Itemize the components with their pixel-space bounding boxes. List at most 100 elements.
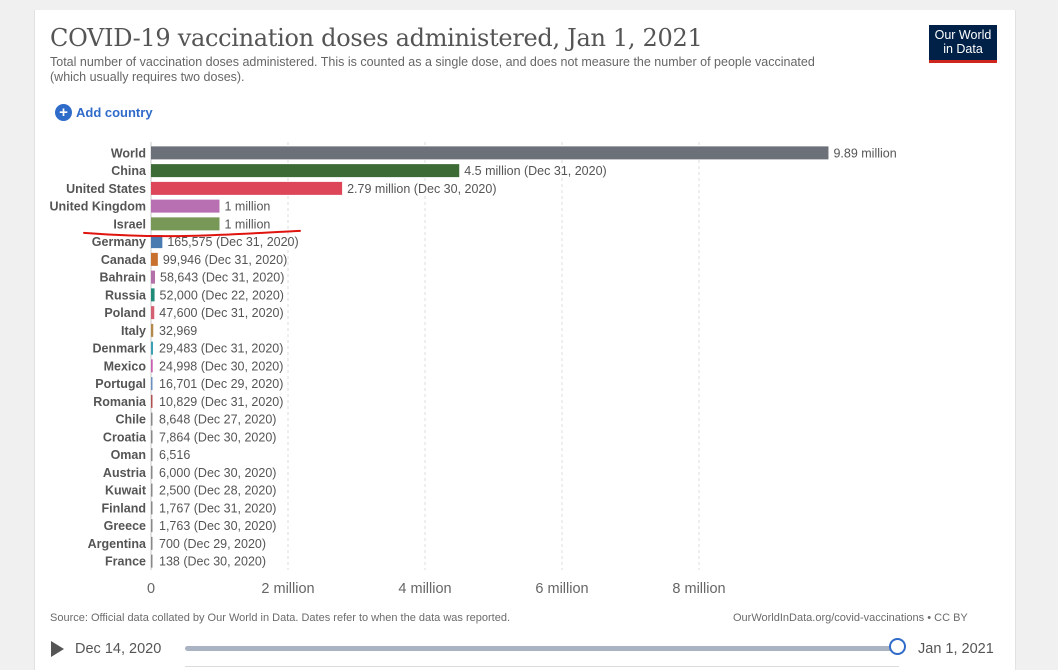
bar [151, 377, 153, 391]
owid-logo[interactable]: Our World in Data [929, 25, 997, 63]
bars: World 9.89 million China 4.5 million (Dec 3… [49, 146, 897, 569]
add-country-button[interactable]: + Add country [55, 104, 153, 121]
country-label: United States [66, 182, 146, 196]
x-tick-label: 8 million [672, 581, 725, 597]
bar [151, 270, 156, 284]
chart-title: COVID-19 vaccination doses administered,… [50, 24, 703, 52]
country-label: Kuwait [105, 484, 147, 498]
value-label: 138 (Dec 30, 2020) [159, 555, 266, 569]
bar [151, 146, 829, 160]
chart-card [34, 10, 1016, 670]
timeline-end-date[interactable]: Jan 1, 2021 [918, 641, 994, 657]
bar [151, 412, 153, 426]
country-label: Finland [102, 501, 146, 515]
value-label: 1 million [225, 200, 271, 214]
country-label: Mexico [104, 359, 147, 373]
bar [151, 164, 460, 178]
bar [151, 288, 155, 302]
value-label: 7,864 (Dec 30, 2020) [159, 430, 276, 444]
credit-link[interactable]: OurWorldInData.org/covid-vaccinations • … [733, 612, 968, 624]
annotations [83, 229, 301, 238]
x-tick-label: 2 million [261, 581, 314, 597]
bar [151, 306, 155, 320]
bar [151, 483, 153, 497]
value-label: 165,575 (Dec 31, 2020) [167, 235, 298, 249]
play-icon[interactable] [51, 641, 64, 657]
red-underline-annotation [83, 229, 301, 238]
country-label: Romania [93, 395, 147, 409]
bar [151, 235, 163, 249]
value-label: 1,763 (Dec 30, 2020) [159, 519, 276, 533]
bar [151, 536, 153, 550]
value-label: 1 million [225, 217, 271, 231]
timeline-handle[interactable] [889, 638, 906, 655]
value-label: 8,648 (Dec 27, 2020) [159, 413, 276, 427]
value-label: 29,483 (Dec 31, 2020) [159, 342, 283, 356]
country-label: Argentina [88, 537, 147, 551]
bar [151, 341, 154, 355]
timeline-track[interactable] [185, 646, 899, 651]
timeline-start-date[interactable]: Dec 14, 2020 [75, 641, 162, 657]
plus-circle-icon: + [55, 104, 72, 121]
bar [151, 448, 153, 462]
country-label: Germany [92, 235, 146, 249]
value-label: 4.5 million (Dec 31, 2020) [464, 164, 606, 178]
country-label: Austria [103, 466, 147, 480]
grid-lines [150, 142, 700, 570]
timeline: Dec 14, 2020 Jan 1, 2021 [0, 636, 1058, 662]
bar [151, 359, 153, 373]
value-label: 99,946 (Dec 31, 2020) [163, 253, 287, 267]
value-label: 2,500 (Dec 28, 2020) [159, 484, 276, 498]
value-label: 24,998 (Dec 30, 2020) [159, 359, 283, 373]
value-label: 58,643 (Dec 31, 2020) [160, 271, 284, 285]
bar [151, 465, 153, 479]
x-tick-label: 0 [147, 581, 155, 597]
value-label: 2.79 million (Dec 30, 2020) [347, 182, 496, 196]
country-label: Bahrain [99, 271, 146, 285]
bar [151, 519, 153, 533]
value-label: 32,969 [159, 324, 197, 338]
country-label: Oman [111, 448, 146, 462]
country-label: Croatia [103, 430, 147, 444]
bar [151, 217, 220, 231]
country-label: China [111, 164, 147, 178]
value-label: 6,000 (Dec 30, 2020) [159, 466, 276, 480]
country-label: Italy [121, 324, 146, 338]
country-label: Portugal [95, 377, 146, 391]
bar [151, 501, 153, 515]
bar [151, 323, 154, 337]
divider [185, 666, 899, 667]
x-tick-label: 6 million [535, 581, 588, 597]
country-label: Russia [105, 288, 147, 302]
country-label: World [111, 146, 146, 160]
source-note: Source: Official data collated by Our Wo… [50, 612, 510, 624]
country-label: Chile [115, 413, 146, 427]
bar [151, 394, 153, 408]
chart-subtitle: Total number of vaccination doses admini… [50, 55, 815, 84]
value-label: 9.89 million [833, 146, 896, 160]
value-label: 16,701 (Dec 29, 2020) [159, 377, 283, 391]
bar [151, 199, 220, 213]
value-label: 47,600 (Dec 31, 2020) [159, 306, 283, 320]
add-country-label: Add country [76, 105, 153, 120]
bar [151, 554, 153, 568]
bar [151, 430, 153, 444]
country-label: Canada [101, 253, 147, 267]
country-label: Israel [113, 217, 146, 231]
x-tick-label: 4 million [398, 581, 451, 597]
logo-line-1: Our World [934, 28, 992, 42]
value-label: 10,829 (Dec 31, 2020) [159, 395, 283, 409]
bar [151, 252, 158, 266]
value-label: 1,767 (Dec 31, 2020) [159, 501, 276, 515]
x-axis: 0 2 million 4 million 6 million 8 million [147, 581, 726, 597]
country-label: United Kingdom [49, 200, 146, 214]
bar [151, 181, 343, 195]
value-label: 700 (Dec 29, 2020) [159, 537, 266, 551]
country-label: Denmark [93, 342, 147, 356]
country-label: Poland [104, 306, 146, 320]
logo-line-2: in Data [943, 42, 983, 56]
country-label: France [105, 555, 146, 569]
value-label: 6,516 [159, 448, 190, 462]
country-label: Greece [104, 519, 146, 533]
